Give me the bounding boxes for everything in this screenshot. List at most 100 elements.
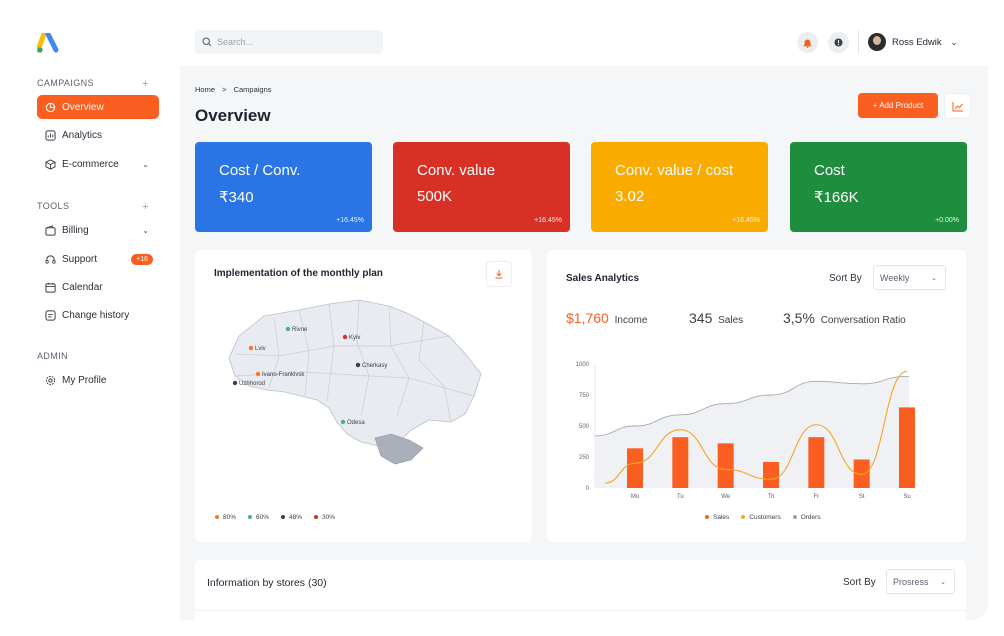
map-label-uzhhorod: Uzhhorod	[239, 381, 265, 387]
sidebar-item-label: E-commerce	[62, 158, 119, 170]
add-product-button[interactable]: + Add Product	[858, 93, 938, 118]
kpi-title: Conv. value	[417, 162, 496, 179]
income-label: Income	[614, 315, 648, 326]
kpi-card-conv-value-per-cost[interactable]: Conv. value / cost 3.02 +16.45%	[591, 142, 768, 232]
history-icon	[44, 309, 56, 321]
search-input[interactable]: Search...	[195, 30, 383, 54]
kpi-card-cost[interactable]: Cost ₹166K +0.00%	[790, 142, 967, 232]
kpi-card-cost-per-conv[interactable]: Cost / Conv. ₹340 +16.45%	[195, 142, 372, 232]
support-count-badge: +16	[131, 253, 153, 265]
sidebar-item-label: Overview	[62, 101, 104, 113]
analytics-icon	[44, 129, 56, 141]
kpi-delta: +16.45%	[534, 217, 562, 224]
y-tick-label: 250	[579, 455, 590, 461]
download-button[interactable]	[486, 261, 512, 287]
x-tick-label: Th	[767, 494, 774, 500]
sidebar-item-overview[interactable]: Overview	[37, 95, 159, 119]
ratio-stat: 3,5% Conversation Ratio	[783, 310, 906, 326]
pie-chart-icon	[44, 101, 56, 113]
sales-value: 345	[689, 310, 713, 326]
chevron-down-icon[interactable]: ⌄	[142, 225, 149, 235]
sidebar-item-change-history[interactable]: Change history	[37, 303, 159, 327]
search-placeholder: Search...	[217, 37, 254, 47]
app-logo[interactable]	[37, 33, 59, 53]
kpi-card-conv-value[interactable]: Conv. value 500K +16.45%	[393, 142, 570, 232]
income-stat: $1,760 Income	[566, 310, 647, 326]
sales-bar	[808, 437, 825, 488]
card-divider	[195, 610, 966, 611]
campaigns-section-title: CAMPAIGNS +	[37, 78, 149, 90]
sales-bar	[763, 461, 779, 488]
add-tool-icon[interactable]: +	[142, 201, 149, 213]
map-legend: 80% 60% 48% 30%	[215, 514, 335, 521]
sort-by-select[interactable]: Weekly ⌄	[873, 265, 946, 290]
info-icon	[834, 38, 843, 47]
sidebar: CAMPAIGNS + Overview Analytics E-commerce…	[0, 0, 180, 620]
notifications-button[interactable]	[797, 32, 818, 53]
sort-by-label: Sort By	[829, 273, 862, 284]
x-tick-label: Mo	[631, 494, 640, 500]
kpi-delta: +16.45%	[732, 217, 760, 224]
legend-item-customers: Customers	[741, 514, 781, 521]
sort-by-label: Sort By	[843, 577, 876, 588]
sales-stat: 345 Sales	[689, 310, 743, 326]
bell-icon	[803, 39, 812, 48]
sidebar-item-label: Support	[62, 253, 98, 265]
sales-bar	[899, 407, 915, 488]
x-tick-label: Fr	[813, 494, 819, 500]
app-window: CAMPAIGNS + Overview Analytics E-commerce…	[0, 0, 988, 620]
x-tick-label: We	[721, 494, 731, 500]
sidebar-item-label: Change history	[62, 309, 130, 321]
header-divider	[858, 30, 859, 54]
y-tick-label: 500	[579, 424, 590, 430]
main-content: Home > Campaigns Overview + Add Product …	[180, 66, 988, 620]
stores-sort-select[interactable]: Prosress ⌄	[886, 569, 955, 594]
chevron-down-icon: ⌄	[931, 274, 937, 282]
sidebar-item-label: Billing	[62, 224, 89, 236]
legend-item: 48%	[281, 514, 302, 521]
legend-item: 80%	[215, 514, 236, 521]
breadcrumb-home[interactable]: Home	[195, 85, 216, 94]
kpi-value: ₹166K	[814, 189, 859, 206]
sort-by-value: Prosress	[893, 576, 929, 587]
kpi-value: 3.02	[615, 188, 645, 205]
map-label-ivano-frankivsk: Ivano-Frankivsk	[262, 372, 305, 378]
sidebar-item-my-profile[interactable]: My Profile	[37, 368, 159, 392]
chevron-down-icon: ⌄	[940, 578, 946, 586]
kpi-delta: +16.45%	[336, 217, 364, 224]
chart-view-button[interactable]	[944, 93, 971, 119]
user-menu[interactable]: Ross Edwik ⌄	[868, 33, 957, 51]
sales-bar	[717, 443, 734, 488]
sidebar-item-analytics[interactable]: Analytics	[37, 123, 159, 147]
info-button[interactable]	[828, 32, 849, 53]
sidebar-item-ecommerce[interactable]: E-commerce ⌄	[37, 152, 159, 176]
map-label-lviv: Lviv	[255, 346, 266, 352]
wallet-icon	[44, 224, 56, 236]
kpi-title: Conv. value / cost	[615, 162, 734, 179]
add-campaign-icon[interactable]: +	[142, 78, 149, 90]
breadcrumb: Home > Campaigns	[195, 85, 272, 94]
sidebar-item-billing[interactable]: Billing ⌄	[37, 218, 159, 242]
sidebar-item-label: Analytics	[62, 129, 103, 141]
y-tick-label: 0	[586, 486, 590, 492]
avatar	[868, 33, 886, 51]
top-header: Search... Ross Edwik ⌄	[180, 0, 988, 66]
legend-item: 60%	[248, 514, 269, 521]
chevron-down-icon[interactable]: ⌄	[142, 159, 149, 169]
card-title: Information by stores (30)	[207, 577, 327, 589]
legend-item-sales: Sales	[705, 514, 729, 521]
sales-bar	[627, 448, 643, 488]
page-title: Overview	[195, 106, 271, 125]
x-tick-label: Tu	[677, 494, 684, 500]
orders-line	[594, 375, 909, 437]
legend-item-orders: Orders	[792, 514, 821, 521]
stores-card: Information by stores (30) Sort By Prosr…	[195, 560, 966, 620]
income-value: $1,760	[566, 310, 609, 326]
map-label-odesa: Odesa	[347, 420, 365, 426]
download-icon	[495, 270, 503, 279]
ukraine-map[interactable]: Rivne Kyiv Lviv Ivano-Frankivsk Uzhhorod…	[219, 296, 509, 476]
ratio-label: Conversation Ratio	[820, 315, 906, 326]
chevron-down-icon: ⌄	[950, 37, 958, 47]
sidebar-item-support[interactable]: Support +16	[37, 247, 159, 271]
sidebar-item-calendar[interactable]: Calendar	[37, 275, 159, 299]
